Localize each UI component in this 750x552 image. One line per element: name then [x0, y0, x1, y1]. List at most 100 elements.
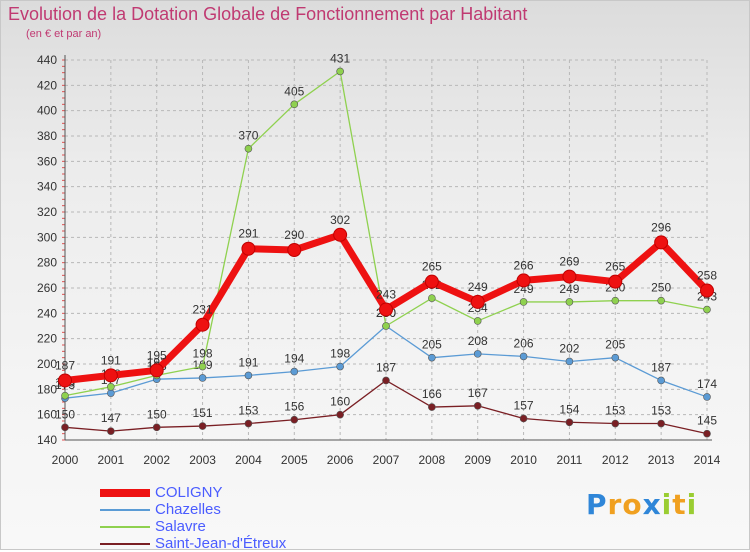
data-label: 154 [559, 402, 579, 416]
x-tick-label: 2012 [602, 453, 629, 467]
data-point [519, 414, 528, 423]
data-point [470, 294, 485, 309]
logo-letter: P [586, 488, 608, 521]
data-label: 194 [284, 352, 304, 366]
data-label: 166 [422, 387, 442, 401]
data-label: 187 [651, 360, 671, 374]
y-tick-label: 340 [37, 180, 57, 194]
data-label: 296 [651, 220, 671, 234]
data-point [333, 227, 348, 242]
legend-label-salavre: Salavre [155, 518, 206, 535]
data-point [290, 100, 299, 109]
data-point [244, 419, 253, 428]
data-point [516, 273, 531, 288]
data-point [565, 418, 574, 427]
data-label: 191 [238, 355, 258, 369]
data-point [61, 423, 69, 432]
x-tick-label: 2009 [464, 453, 491, 467]
data-point [700, 283, 714, 298]
data-point [565, 357, 574, 366]
data-label: 191 [101, 353, 121, 367]
data-label: 160 [330, 395, 350, 409]
proxiti-logo: Proxiti [586, 488, 697, 521]
data-label: 243 [376, 288, 396, 302]
data-label: 147 [101, 411, 121, 425]
logo-letter: o [622, 488, 643, 521]
x-tick-label: 2000 [52, 453, 79, 467]
legend-label-saint-jean-d-etreux: Saint-Jean-d'Étreux [155, 535, 287, 552]
data-label: 157 [514, 398, 534, 412]
data-label: 265 [422, 260, 442, 274]
data-point [379, 302, 393, 317]
data-point [107, 389, 115, 397]
y-tick-label: 320 [37, 205, 57, 219]
data-label: 153 [605, 404, 625, 418]
legend-swatch-salavre [100, 526, 150, 528]
legend-swatch-coligny [100, 489, 150, 497]
data-label: 249 [468, 280, 488, 294]
data-label: 208 [468, 334, 488, 348]
data-label: 250 [651, 281, 671, 295]
data-label: 370 [238, 129, 258, 143]
data-point [519, 298, 528, 306]
data-point [657, 376, 665, 385]
y-tick-label: 160 [37, 408, 57, 422]
x-tick-label: 2008 [419, 453, 446, 467]
x-tick-label: 2004 [235, 453, 262, 467]
y-tick-label: 440 [37, 53, 57, 67]
data-point [473, 350, 482, 358]
data-label: 187 [376, 360, 396, 374]
data-point [562, 269, 577, 284]
data-label: 302 [330, 213, 350, 227]
data-point [336, 362, 344, 371]
y-tick-label: 360 [37, 154, 57, 168]
data-point [287, 243, 302, 257]
data-point [611, 353, 620, 362]
data-point [336, 410, 344, 419]
x-tick-label: 2002 [143, 453, 170, 467]
data-point [103, 368, 118, 383]
data-label: 269 [559, 255, 579, 269]
data-label: 205 [422, 338, 442, 352]
data-label: 153 [238, 404, 258, 418]
data-label: 167 [468, 386, 488, 400]
logo-letter: i [686, 488, 698, 521]
data-point [428, 353, 436, 362]
data-label: 202 [559, 341, 579, 355]
y-tick-label: 220 [37, 332, 57, 346]
x-tick-label: 2014 [694, 453, 721, 467]
data-point [195, 317, 210, 332]
data-point [336, 67, 344, 76]
data-point [198, 374, 207, 382]
legend-swatch-chazelles [100, 509, 150, 511]
data-point [198, 362, 207, 371]
data-point [424, 274, 439, 289]
y-tick-label: 400 [37, 104, 57, 118]
data-point [703, 305, 711, 314]
data-label: 405 [284, 84, 304, 98]
data-point [654, 235, 669, 250]
data-label: 205 [605, 338, 625, 352]
data-label: 290 [284, 228, 304, 242]
x-tick-label: 2001 [98, 453, 125, 467]
y-tick-label: 180 [37, 382, 57, 396]
data-point [198, 422, 207, 430]
data-point [152, 423, 161, 432]
data-label: 156 [284, 400, 304, 414]
data-point [428, 403, 436, 411]
logo-letter: x [642, 488, 662, 521]
data-label: 198 [330, 347, 350, 361]
x-tick-label: 2005 [281, 453, 308, 467]
logo-letter: t [672, 488, 687, 521]
data-label: 195 [147, 348, 167, 362]
data-point [107, 382, 115, 391]
data-point [107, 427, 115, 435]
logo-letter: i [661, 488, 673, 521]
data-label: 198 [193, 347, 213, 361]
y-tick-label: 420 [37, 78, 57, 92]
data-label: 150 [55, 407, 75, 421]
data-point [382, 376, 390, 385]
data-label: 151 [193, 406, 213, 420]
y-tick-label: 200 [37, 357, 57, 371]
